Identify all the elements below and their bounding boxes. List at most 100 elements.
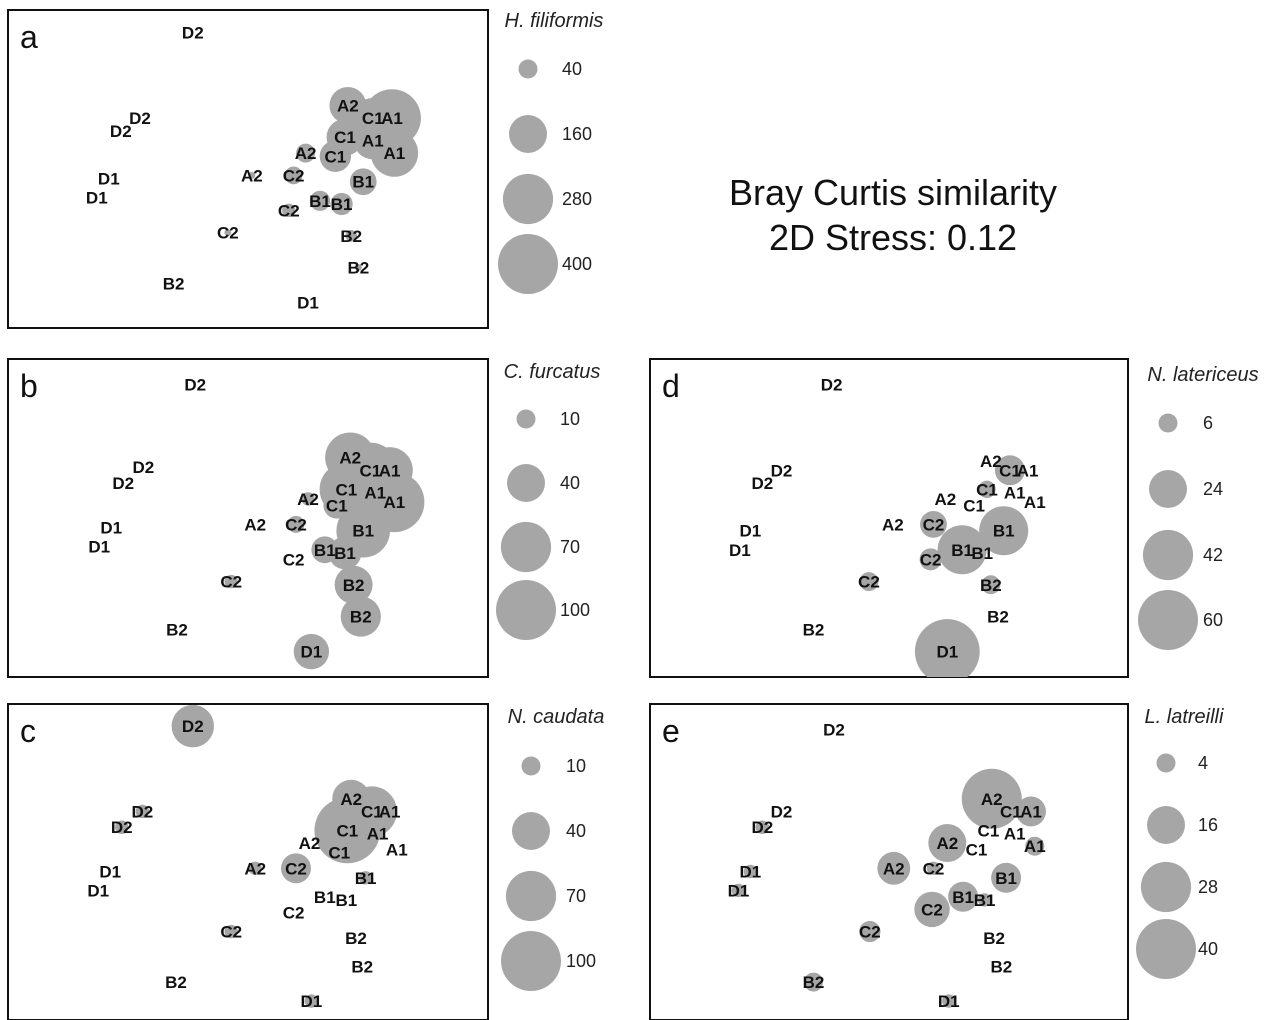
point-label-b2: B2: [165, 973, 187, 992]
panel-d-legend: N. latericeus 6 24 42 60: [1138, 364, 1259, 650]
point-label-d1: D1: [300, 643, 322, 662]
point-label-b2: B2: [343, 576, 365, 595]
panel-e-frame: [649, 703, 1129, 1020]
panel-c-frame: [7, 703, 489, 1020]
bubble-c2: [920, 510, 947, 538]
point-label-d1: D1: [740, 862, 762, 881]
point-label-d2: D2: [823, 720, 845, 739]
point-label-a2: A2: [244, 859, 266, 878]
legend-bubble: [518, 59, 538, 79]
bubble-c2: [282, 203, 296, 218]
point-label-d1: D1: [729, 541, 751, 560]
panel-c-legend: N. caudata 10 40 70 100: [501, 706, 604, 991]
panel-d-species-name: N. latericeus: [1147, 364, 1258, 386]
point-label-b2: B2: [990, 957, 1012, 976]
point-label-b2: B2: [340, 227, 362, 246]
point-label-b1: B1: [331, 195, 353, 214]
point-label-b1: B1: [995, 869, 1017, 888]
legend-bubble: [509, 115, 547, 153]
bubble-b1: [309, 190, 331, 211]
point-label-b2: B2: [345, 929, 367, 948]
legend-value: 70: [560, 537, 580, 557]
panel-d-frame: [649, 358, 1129, 678]
legend-value: 60: [1203, 610, 1223, 630]
bubble-b1: [330, 192, 353, 216]
point-label-a1: A1: [1004, 484, 1026, 503]
legend-bubble: [1147, 806, 1185, 844]
legend-value: 280: [562, 189, 592, 209]
point-label-d1: D1: [87, 881, 109, 900]
point-label-b1: B1: [334, 544, 356, 563]
bubble-c2: [224, 924, 238, 939]
point-label-c1: C1: [999, 461, 1021, 480]
bubble-d2: [115, 820, 129, 834]
point-label-a1: A1: [367, 825, 389, 844]
point-label-a1: A1: [1020, 802, 1042, 821]
bubble-a2: [877, 851, 911, 885]
legend-value: 40: [562, 59, 582, 79]
legend-value: 42: [1203, 545, 1223, 565]
point-label-d2: D2: [182, 23, 204, 42]
point-label-c2: C2: [278, 201, 300, 220]
bubble-b1: [991, 862, 1022, 893]
point-label-c2: C2: [921, 900, 943, 919]
legend-value: 16: [1198, 815, 1218, 835]
point-label-d1: D1: [938, 992, 960, 1011]
bubble-d1: [731, 883, 746, 898]
point-label-b1: B1: [952, 888, 974, 907]
point-label-d2: D2: [771, 461, 793, 480]
legend-bubble: [1136, 919, 1196, 979]
panel-e-letter: e: [662, 713, 680, 749]
legend-value: 24: [1203, 479, 1223, 499]
point-label-a2: A2: [936, 834, 958, 853]
bubble-b1: [358, 871, 373, 885]
point-label-d2: D2: [112, 474, 134, 493]
point-label-c2: C2: [285, 859, 307, 878]
point-label-c1: C1: [361, 802, 383, 821]
bubble-c2: [914, 891, 950, 928]
panel-a-letter: a: [20, 19, 38, 55]
point-label-d2: D2: [132, 802, 154, 821]
legend-bubble: [1149, 470, 1187, 508]
bubble-a2: [248, 171, 256, 179]
point-label-c1: C1: [336, 480, 358, 499]
bubble-d2: [755, 820, 770, 834]
bubble-c2: [859, 572, 879, 592]
point-label-b2: B2: [983, 929, 1005, 948]
point-label-a2: A2: [981, 790, 1003, 809]
legend-value: 40: [566, 821, 586, 841]
point-label-c1: C1: [336, 821, 358, 840]
point-label-b1: B1: [352, 522, 374, 541]
bubble-c2: [224, 229, 232, 237]
point-label-b1: B1: [974, 891, 996, 910]
point-label-b1: B1: [355, 869, 377, 888]
bubble-b2: [981, 575, 1001, 595]
bubble-c1: [323, 491, 351, 519]
bubble-b1: [937, 525, 987, 575]
point-label-a2: A2: [980, 452, 1002, 471]
point-label-b2: B2: [348, 259, 370, 278]
point-label-a1: A1: [379, 461, 401, 480]
bubble-c2: [224, 574, 238, 589]
point-label-b2: B2: [803, 620, 825, 639]
legend-value: 6: [1203, 413, 1213, 433]
point-label-b2: B2: [803, 973, 825, 992]
point-label-b2: B2: [980, 576, 1002, 595]
point-label-d1: D1: [740, 522, 762, 541]
point-label-c2: C2: [285, 515, 307, 534]
legend-value: 70: [566, 886, 586, 906]
legend-bubble: [1138, 590, 1198, 650]
bubble-a2: [296, 143, 316, 163]
caption-stress: 2D Stress: 0.12: [769, 217, 1017, 258]
point-label-b2: B2: [351, 957, 373, 976]
bubble-b1: [977, 893, 992, 907]
legend-value: 40: [560, 473, 580, 493]
point-label-c1: C1: [326, 496, 348, 515]
panel-e-legend: L. latreilli 4 16 28 40: [1136, 706, 1224, 979]
point-label-a2: A2: [883, 859, 905, 878]
point-label-a2: A2: [935, 490, 957, 509]
point-label-d1: D1: [86, 189, 108, 208]
